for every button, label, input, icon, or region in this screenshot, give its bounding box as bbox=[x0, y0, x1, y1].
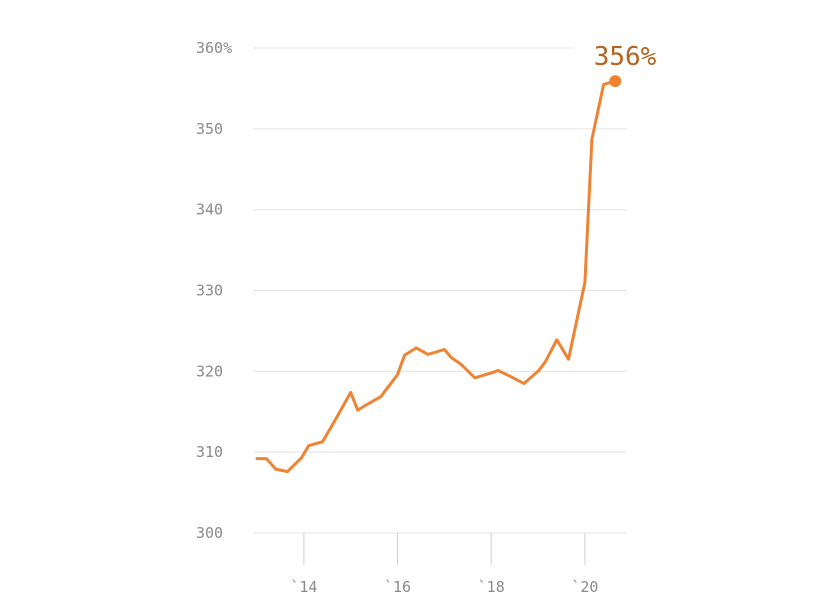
end-point-marker bbox=[609, 75, 622, 88]
x-tick-label-2018: `18 bbox=[478, 578, 505, 596]
y-tick-label-360: 360% bbox=[196, 39, 232, 57]
y-tick-label-310: 310 bbox=[196, 443, 223, 461]
y-tick-label-330: 330 bbox=[196, 282, 223, 300]
gridlines bbox=[253, 47, 627, 534]
series-line-0 bbox=[255, 79, 617, 474]
y-tick-label-340: 340 bbox=[196, 201, 223, 219]
x-axis-labels: `14 `16 `18 `20 bbox=[290, 578, 598, 596]
x-tick-label-2014: `14 bbox=[290, 578, 317, 596]
series-group bbox=[255, 79, 617, 474]
end-annotation: 356% bbox=[594, 42, 657, 88]
end-point-label: 356% bbox=[594, 42, 657, 72]
x-tick-label-2020: `20 bbox=[571, 578, 598, 596]
y-tick-label-300: 300 bbox=[196, 524, 223, 542]
x-axis-ticks bbox=[303, 533, 586, 565]
y-tick-label-320: 320 bbox=[196, 362, 223, 380]
y-tick-label-350: 350 bbox=[196, 120, 223, 138]
y-axis-labels: 300 310 320 330 340 350 360% bbox=[196, 39, 232, 542]
x-tick-label-2016: `16 bbox=[384, 578, 411, 596]
